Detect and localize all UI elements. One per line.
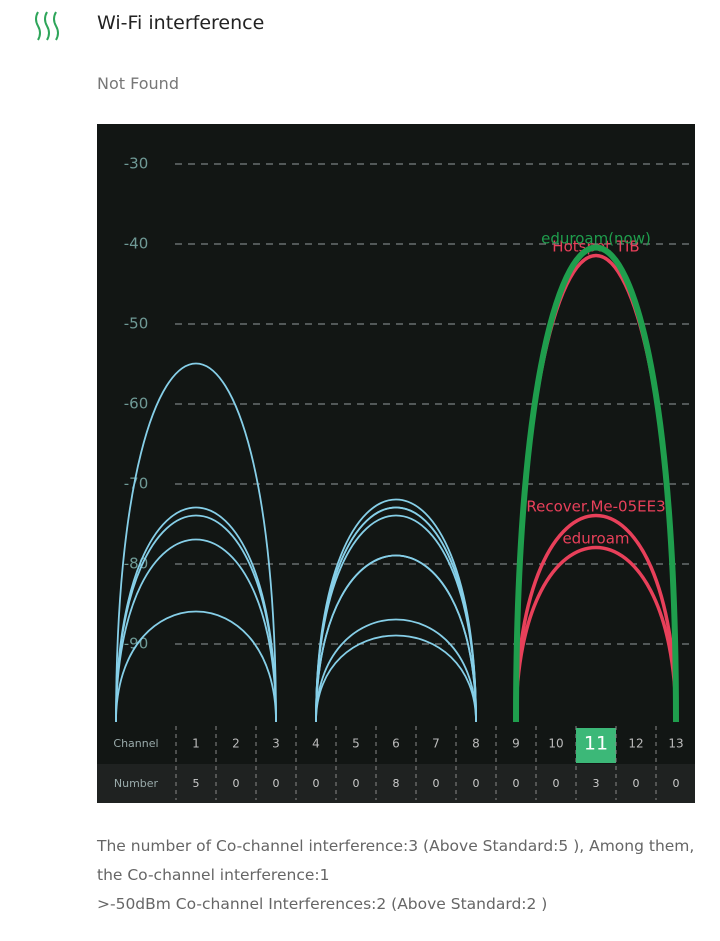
network-arc xyxy=(315,634,477,723)
count-label: 0 xyxy=(353,777,360,790)
page-title: Wi-Fi interference xyxy=(97,12,265,34)
network-arc xyxy=(315,618,477,723)
y-tick-label: -70 xyxy=(124,475,149,493)
network-arc xyxy=(115,538,277,723)
network-arc xyxy=(514,514,678,723)
x-tick-label: 7 xyxy=(432,737,440,751)
count-row xyxy=(97,764,695,803)
network-arc xyxy=(514,545,678,723)
wifi-icon xyxy=(35,11,59,41)
x-tick-label: 12 xyxy=(628,737,643,751)
network-arc xyxy=(315,514,477,723)
y-tick-label: -60 xyxy=(124,395,149,413)
x-tick-label: 5 xyxy=(352,737,360,751)
x-tick-label: 13 xyxy=(668,737,683,751)
y-tick-label: -40 xyxy=(124,235,149,253)
channel-label: Channel xyxy=(113,737,158,750)
y-tick-label: -30 xyxy=(124,155,149,173)
footer: The number of Co-channel interference:3 … xyxy=(97,832,694,919)
count-label: 0 xyxy=(633,777,640,790)
footer-line: the Co-channel interference:1 xyxy=(97,866,330,884)
x-tick-label: 2 xyxy=(232,737,240,751)
x-tick-label: 8 xyxy=(472,737,480,751)
network-label: eduroam(now) xyxy=(541,230,651,248)
network-arc xyxy=(115,610,277,723)
y-tick-label: -90 xyxy=(124,635,149,653)
network-arc xyxy=(315,554,477,723)
count-label: 0 xyxy=(433,777,440,790)
x-tick-label: 3 xyxy=(272,737,280,751)
x-tick-label: 1 xyxy=(192,737,200,751)
x-tick-label: 6 xyxy=(392,737,400,751)
network-label: eduroam xyxy=(562,530,629,548)
status-text: Not Found xyxy=(97,74,179,93)
x-tick-label: 10 xyxy=(548,737,563,751)
count-label: 3 xyxy=(593,777,600,790)
y-tick-label: -50 xyxy=(124,315,149,333)
count-label: 0 xyxy=(313,777,320,790)
x-tick-label: 9 xyxy=(512,737,520,751)
network-arc xyxy=(115,362,277,723)
network-arc xyxy=(115,514,277,723)
count-label: 0 xyxy=(473,777,480,790)
x-tick-label: 4 xyxy=(312,737,320,751)
count-label: 5 xyxy=(193,777,200,790)
highlight-box xyxy=(576,728,616,763)
network-label: Recover.Me-05EE3 xyxy=(526,498,665,516)
count-label: 0 xyxy=(273,777,280,790)
network-arc xyxy=(513,244,679,723)
count-label: 0 xyxy=(233,777,240,790)
count-label: 0 xyxy=(553,777,560,790)
count-label: 0 xyxy=(513,777,520,790)
count-label: 8 xyxy=(393,777,400,790)
chart: Channel Number -30 -40 -50 -60 -70 -80 -90 1 5 2 0… xyxy=(97,124,695,803)
chart-background xyxy=(97,124,695,803)
y-tick-label: -80 xyxy=(124,555,149,573)
count-label: 0 xyxy=(673,777,680,790)
footer-line: The number of Co-channel interference:3 … xyxy=(97,837,695,855)
footer-line: >-50dBm Co-channel Interferences:2 (Abov… xyxy=(97,895,548,913)
count-label: Number xyxy=(114,777,159,790)
x-tick-label: 11 xyxy=(584,733,608,755)
